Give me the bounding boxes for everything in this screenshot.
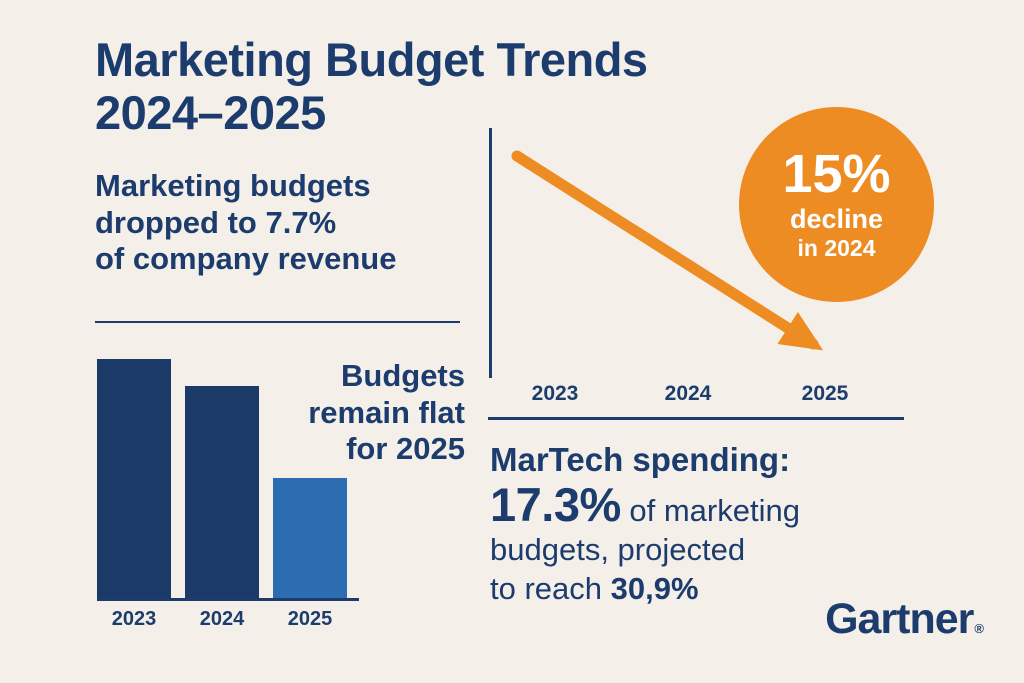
trend-label-2023: 2023: [531, 382, 579, 405]
decline-badge-label1: decline: [789, 203, 884, 234]
bar-2023: [97, 359, 171, 598]
decline-badge: 15% decline in 2024: [739, 107, 934, 302]
bar-chart-x-labels: 2023 2024 2025: [97, 608, 359, 631]
martech-stat-line: 17.3% of marketing: [490, 481, 910, 531]
bar-label-2023: 2023: [111, 608, 157, 630]
bar-label-2025: 2025: [287, 608, 333, 630]
trend-label-2024: 2024: [664, 382, 712, 405]
martech-stat-suffix: of marketing: [620, 493, 800, 528]
budget-bar-chart: [97, 355, 359, 601]
bar-2024: [185, 386, 259, 598]
martech-stat-17: 17.3%: [490, 478, 621, 531]
martech-spending-block: MarTech spending: 17.3% of marketing bud…: [490, 441, 910, 608]
decline-badge-value: 15%: [782, 144, 891, 205]
martech-line2: budgets, projected: [490, 531, 746, 567]
bar-2025: [273, 478, 347, 598]
section-divider: [95, 321, 460, 323]
budget-drop-line3: of company revenue: [95, 241, 397, 277]
title-line2: 2024–2025: [95, 85, 326, 139]
martech-line3-prefix: to reach: [490, 570, 611, 606]
martech-line3: to reach 30,9%: [490, 570, 910, 609]
budget-drop-line2: dropped to 7.7%: [95, 204, 337, 240]
flat-caption-line3: for 2025: [346, 431, 465, 467]
title-line1: Marketing Budget Trends: [95, 33, 648, 86]
martech-stat-30: 30,9%: [610, 570, 699, 606]
page-title: Marketing Budget Trends 2024–2025: [95, 33, 648, 139]
flat-caption-line1: Budgets: [341, 358, 465, 393]
budget-drop-statement: Marketing budgets dropped to 7.7% of com…: [95, 168, 396, 278]
martech-heading: MarTech spending:: [490, 441, 791, 478]
trend-label-2025: 2025: [801, 382, 849, 405]
flat-caption-line2: remain flat: [308, 394, 465, 430]
gartner-logo: Gartner®: [825, 595, 984, 644]
trend-chart-x-axis: [488, 417, 904, 420]
budgets-flat-caption: Budgets remain flat for 2025: [280, 358, 465, 468]
brand-wordmark: Gartner: [825, 595, 974, 643]
decline-badge-label2: in 2024: [797, 235, 876, 262]
decline-arrow-icon: [511, 150, 824, 351]
budget-drop-line1: Marketing budgets: [95, 168, 371, 203]
bar-label-2024: 2024: [199, 608, 245, 630]
registered-trademark-icon: ®: [974, 621, 984, 636]
trend-chart-y-axis: [489, 128, 492, 378]
